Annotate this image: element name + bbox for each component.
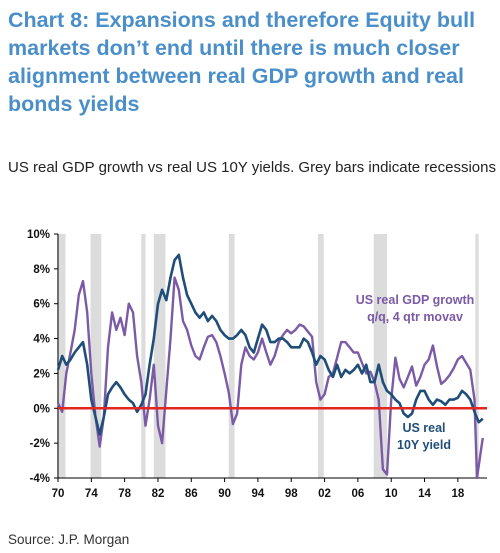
x-tick-label: 70 xyxy=(52,488,65,500)
x-axis: 70 74 78 82 86 90 94 98 02 06 10 14 18 xyxy=(52,477,487,500)
x-tick-label: 02 xyxy=(318,488,331,500)
series-lines xyxy=(56,253,487,480)
x-tick-label: 98 xyxy=(285,488,298,500)
y-tick-label: 10% xyxy=(27,229,50,241)
y-tick-label: 6% xyxy=(33,299,50,311)
y-tick-label: -2% xyxy=(30,438,50,450)
chart-subtitle: US real GDP growth vs real US 10Y yields… xyxy=(8,159,496,176)
x-tick-label: 78 xyxy=(118,488,131,500)
source-note: Source: J.P. Morgan xyxy=(8,532,130,547)
recession-band xyxy=(153,234,166,478)
chart-title: Chart 8: Expansions and therefore Equity… xyxy=(8,8,476,116)
x-tick-label: 10 xyxy=(385,488,398,500)
recession-band xyxy=(90,234,102,478)
x-tick-label: 74 xyxy=(85,488,98,500)
yield-series-label: US real 10Y yield xyxy=(397,421,451,452)
x-tick-label: 14 xyxy=(418,488,431,500)
gdp-series-label: US real GDP growth q/q, 4 qtr movav xyxy=(356,293,475,324)
series-labels: US real GDP growth q/q, 4 qtr movav US rea… xyxy=(356,293,475,452)
recession-band xyxy=(475,234,479,478)
real-yield-line xyxy=(56,253,484,436)
y-tick-label: 8% xyxy=(33,264,50,276)
recession-band xyxy=(373,234,388,478)
y-tick-label: -4% xyxy=(30,473,50,485)
x-tick-label: 94 xyxy=(252,488,265,500)
recession-band xyxy=(228,234,235,478)
x-tick-label: 86 xyxy=(185,488,198,500)
gdp-growth-line xyxy=(56,276,484,480)
x-tick-label: 06 xyxy=(351,488,364,500)
y-tick-label: 4% xyxy=(33,334,50,346)
y-axis: -4% -2% 0% 2% 4% 6% 8% 10% xyxy=(27,229,59,485)
x-tick-label: 18 xyxy=(451,488,464,500)
y-tick-label: 2% xyxy=(33,368,50,380)
x-tick-label: 82 xyxy=(152,488,165,500)
y-tick-label: 0% xyxy=(33,403,50,415)
recession-band xyxy=(141,234,146,478)
x-tick-label: 90 xyxy=(218,488,231,500)
